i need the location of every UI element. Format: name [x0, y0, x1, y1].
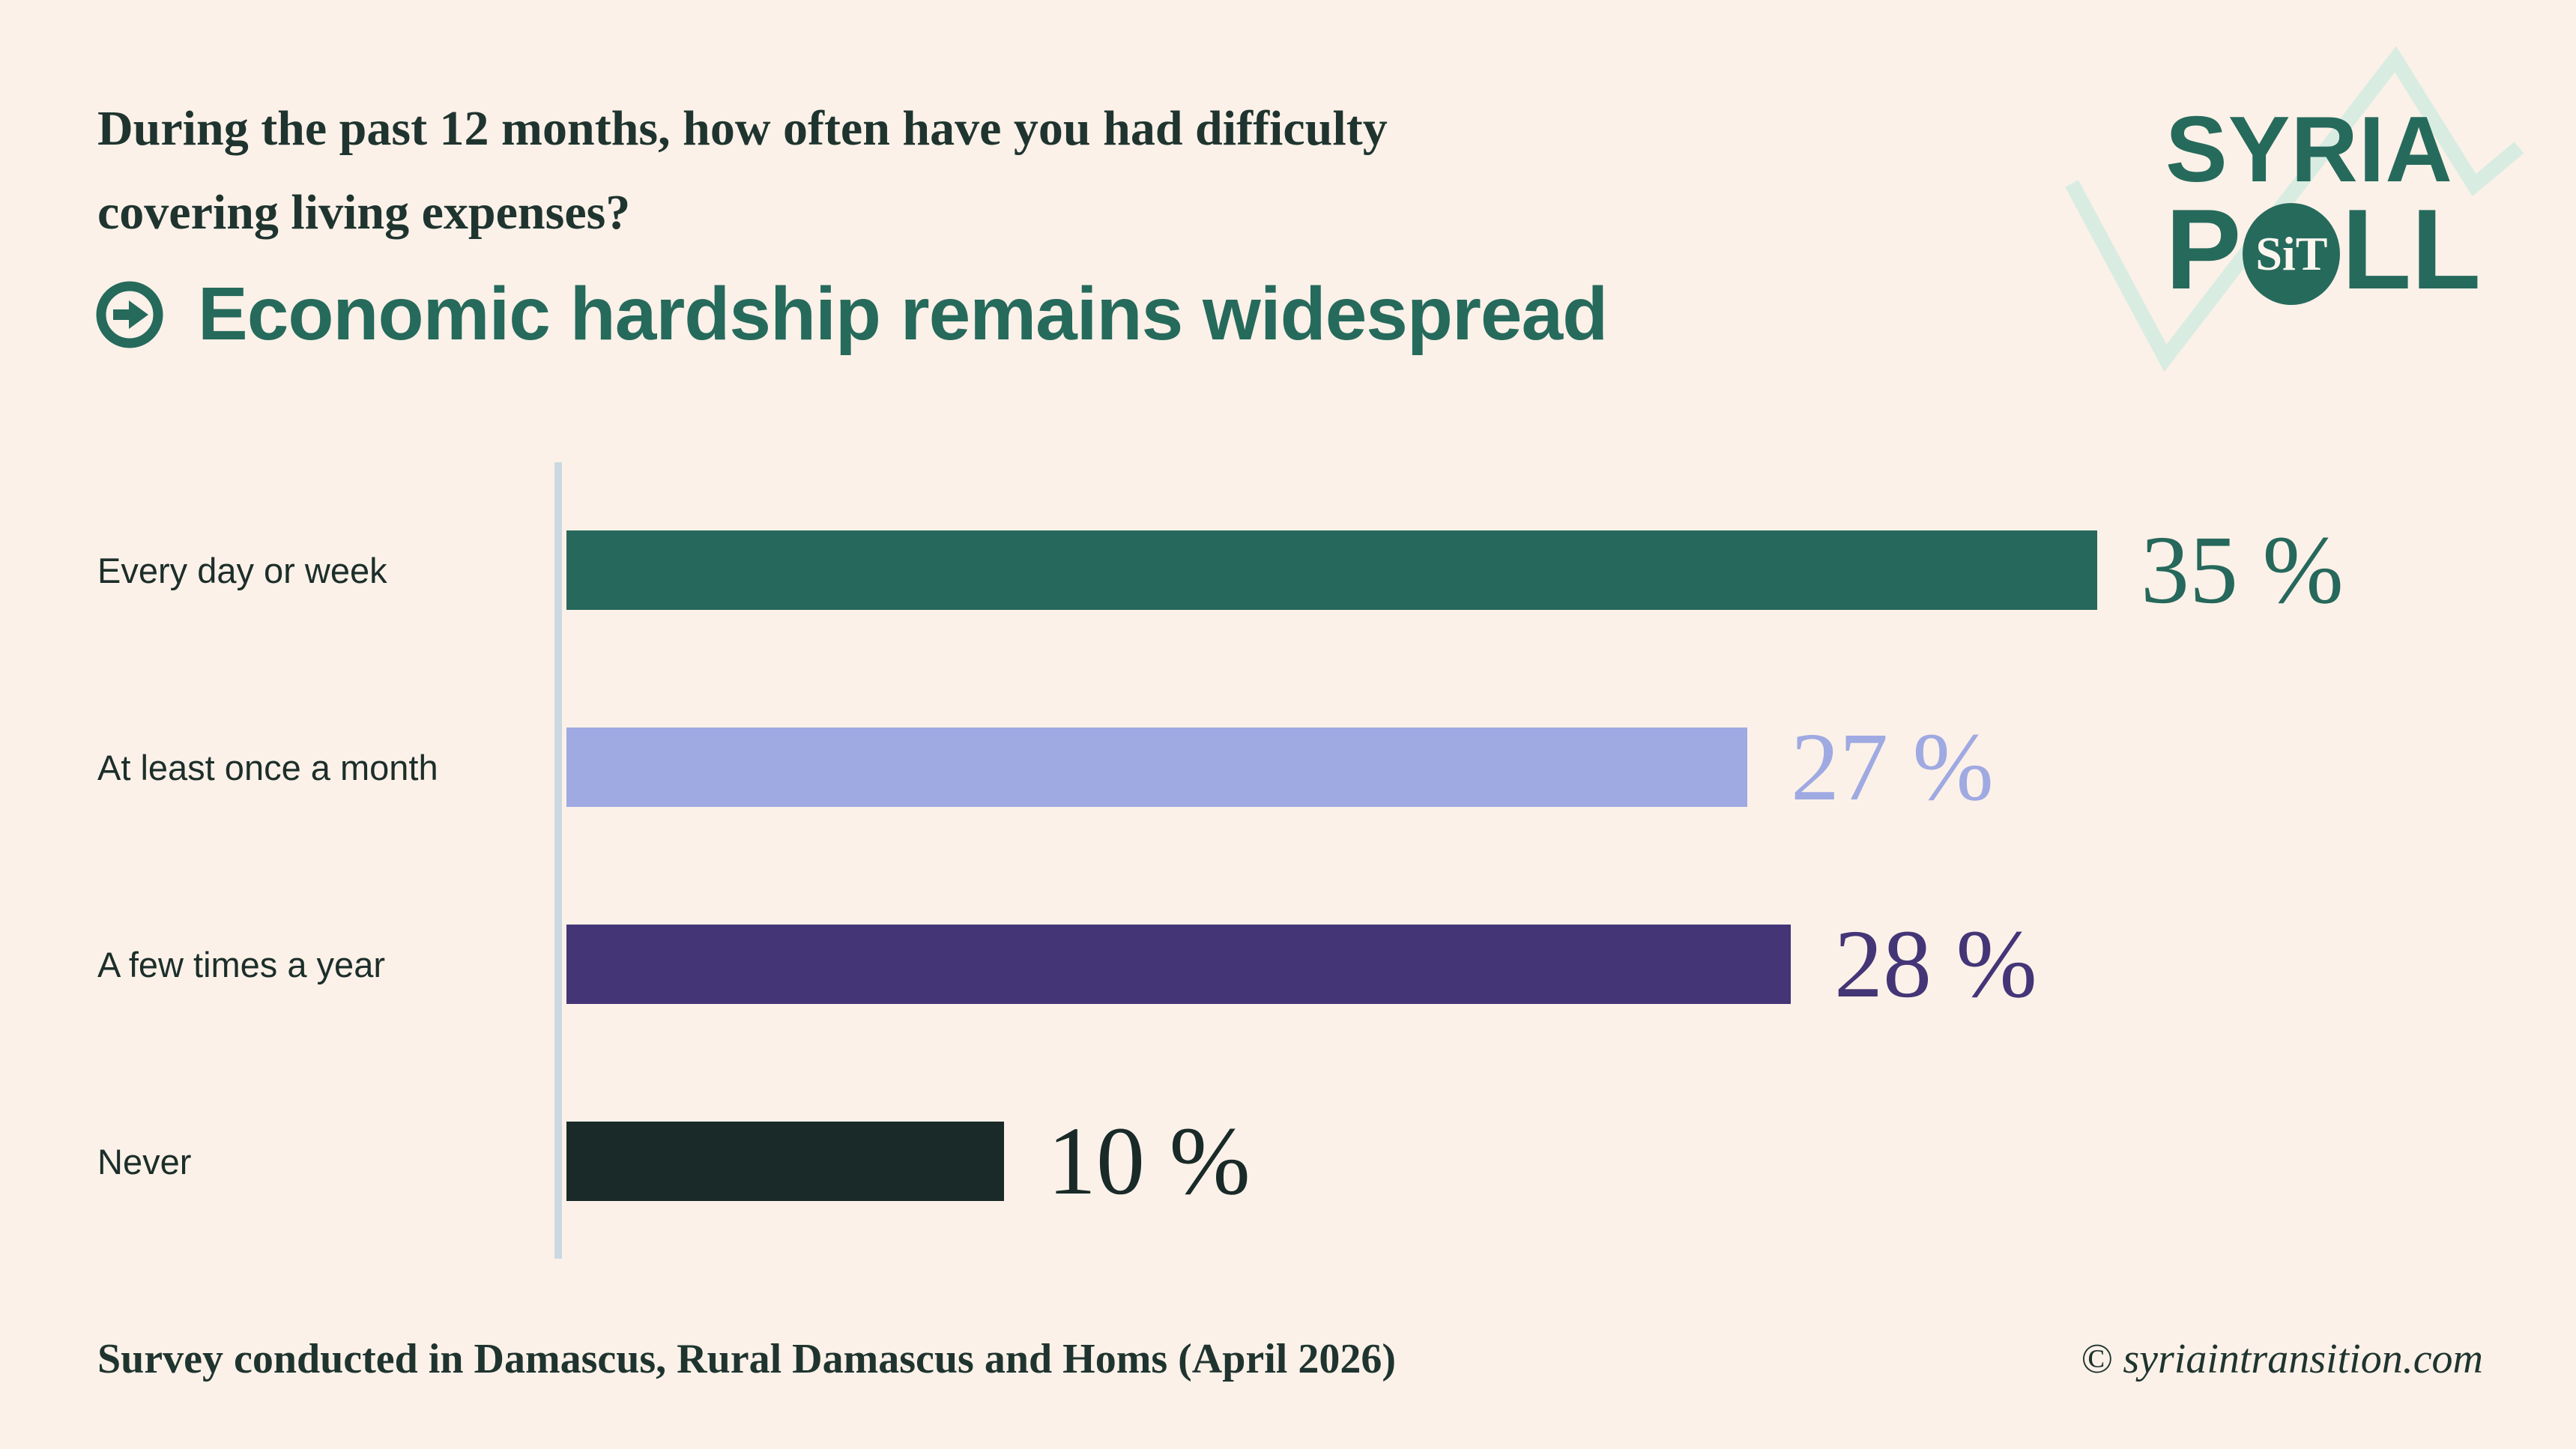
- survey-question: During the past 12 months, how often hav…: [97, 87, 1388, 255]
- sit-badge-text: SiT: [2255, 227, 2328, 280]
- survey-question-line2: covering living expenses?: [97, 185, 631, 240]
- chart-row: Every day or week 35 %: [0, 516, 2576, 624]
- survey-question-line1: During the past 12 months, how often hav…: [97, 101, 1388, 156]
- arrow-right-circle-icon: [96, 281, 163, 348]
- source-note: Survey conducted in Damascus, Rural Dama…: [97, 1336, 1396, 1382]
- bar: [566, 530, 2097, 610]
- category-label: Never: [97, 1141, 192, 1182]
- logo-poll-p: P: [2165, 186, 2242, 313]
- logo-syria-text: SYRIA: [2165, 98, 2453, 202]
- bar: [566, 925, 1791, 1004]
- sit-badge: SiT: [2243, 203, 2341, 305]
- chart-row: A few times a year 28 %: [0, 910, 2576, 1018]
- value-label: 35 %: [2141, 516, 2344, 624]
- value-label: 10 %: [1047, 1107, 1251, 1215]
- category-label: Every day or week: [97, 550, 387, 590]
- logo-poll-ll: LL: [2341, 186, 2482, 313]
- category-label: A few times a year: [97, 944, 385, 984]
- value-label: 27 %: [1791, 713, 1994, 821]
- category-label: At least once a month: [97, 747, 438, 787]
- headline: Economic hardship remains widespread: [96, 271, 1608, 357]
- bar: [566, 1122, 1004, 1201]
- logo-poll-row: P SiT LL: [2165, 193, 2481, 306]
- copyright: © syriaintransition.com: [2080, 1336, 2483, 1382]
- chart-row: At least once a month 27 %: [0, 713, 2576, 821]
- chart-row: Never 10 %: [0, 1107, 2576, 1215]
- bar: [566, 727, 1747, 807]
- y-axis-line: [554, 462, 562, 1259]
- value-label: 28 %: [1834, 910, 2037, 1018]
- headline-text: Economic hardship remains widespread: [198, 272, 1608, 356]
- zigzag-trend-line: [2065, 46, 2524, 372]
